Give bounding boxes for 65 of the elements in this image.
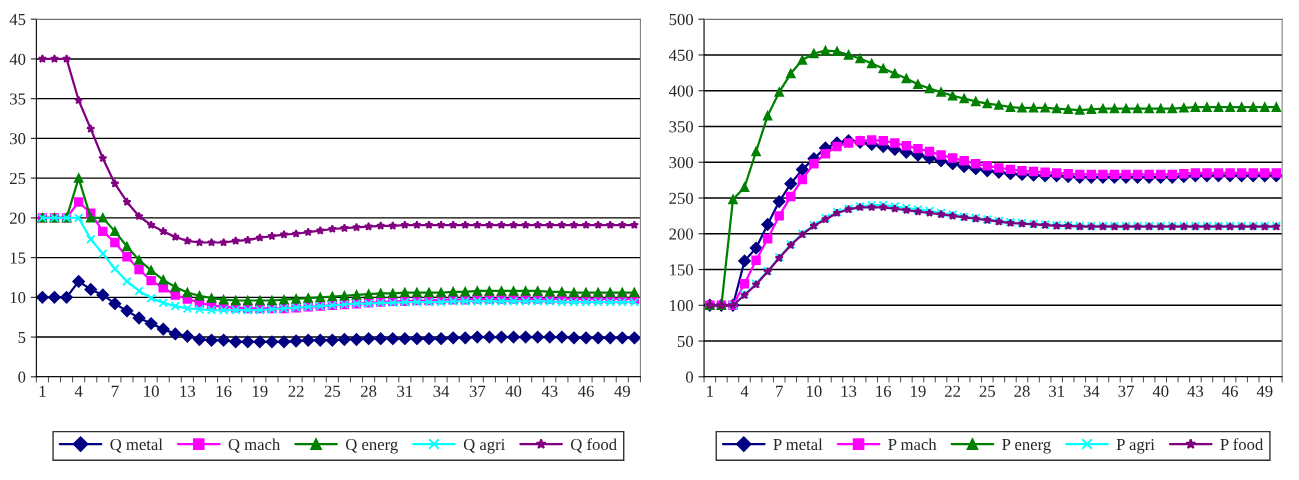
y-tick-label: 20: [10, 212, 26, 224]
y-tick-label: 300: [669, 156, 694, 169]
y-tick-label: 15: [10, 252, 26, 264]
y-tick-label: 10: [10, 292, 26, 304]
x-tick-label: 43: [541, 385, 558, 397]
legend-label: P agri: [1116, 438, 1155, 454]
x-tick-label: 49: [1256, 385, 1273, 397]
legend-label: Q metal: [110, 438, 163, 453]
y-tick-label: 30: [10, 133, 26, 145]
x-tick-label: 13: [841, 385, 857, 397]
y-tick-label: 200: [669, 228, 694, 240]
x-tick-label: 43: [1187, 385, 1204, 397]
y-tick-label: 45: [9, 14, 26, 26]
legend-label: Q food: [570, 438, 617, 453]
x-tick-label: 25: [324, 385, 341, 397]
y-tick-label: 250: [669, 192, 694, 204]
y-tick-label: 25: [10, 172, 26, 185]
x-tick-label: 40: [1152, 385, 1169, 397]
legend-label: P energ: [1002, 439, 1051, 454]
legend-label: Q agri: [463, 438, 505, 454]
x-tick-label: 4: [74, 385, 83, 397]
y-tick-label: 500: [669, 13, 694, 26]
x-tick-label: 28: [1014, 385, 1030, 397]
x-tick-label: 46: [578, 385, 594, 397]
x-tick-label: 7: [776, 385, 783, 397]
x-tick-label: 28: [360, 385, 377, 397]
x-tick-label: 19: [253, 385, 268, 397]
y-tick-label: 400: [668, 85, 694, 97]
x-tick-label: 19: [911, 385, 926, 397]
x-tick-label: 22: [288, 385, 304, 397]
x-tick-label: 10: [144, 385, 159, 397]
x-tick-label: 16: [876, 385, 892, 397]
x-tick-label: 40: [505, 385, 522, 397]
x-tick-label: 46: [1222, 385, 1238, 397]
y-tick-label: 35: [10, 93, 26, 105]
y-tick-label: 150: [670, 264, 694, 276]
y-tick-label: 5: [18, 331, 26, 344]
x-tick-label: 7: [111, 385, 119, 397]
x-tick-label: 34: [433, 385, 450, 397]
legend-label: P metal: [773, 438, 823, 451]
x-tick-label: 34: [1083, 385, 1100, 397]
x-tick-label: 22: [945, 385, 961, 397]
x-tick-label: 37: [469, 385, 486, 397]
x-tick-label: 31: [397, 385, 413, 397]
x-tick-label: 10: [807, 385, 822, 397]
y-tick-label: 50: [677, 335, 694, 347]
y-tick-label: 0: [18, 371, 26, 383]
x-tick-label: 25: [979, 385, 995, 397]
legend-label: Q energ: [345, 438, 398, 454]
x-tick-label: 4: [740, 385, 749, 397]
legend-label: Q mach: [228, 438, 281, 453]
x-tick-label: 16: [216, 385, 232, 397]
legend-label: P food: [1220, 438, 1264, 451]
x-tick-label: 1: [39, 385, 46, 397]
legend-label: P mach: [888, 438, 937, 451]
y-tick-label: 450: [668, 49, 694, 61]
y-tick-label: 0: [685, 371, 694, 383]
y-tick-label: 350: [669, 121, 694, 133]
x-tick-label: 13: [180, 385, 196, 397]
x-tick-label: 49: [614, 385, 630, 397]
x-tick-label: 37: [1118, 385, 1134, 397]
y-tick-label: 100: [670, 299, 694, 312]
x-tick-label: 31: [1049, 385, 1064, 397]
y-tick-label: 40: [9, 53, 26, 65]
x-tick-label: 1: [707, 385, 714, 397]
